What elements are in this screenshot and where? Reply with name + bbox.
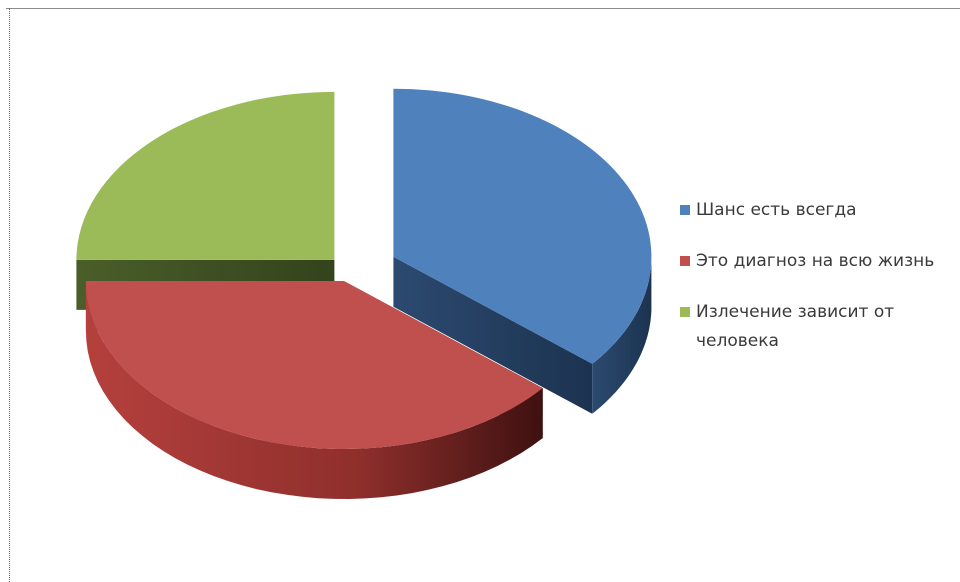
slice-2-top bbox=[76, 91, 335, 260]
frame-top-border bbox=[6, 8, 960, 9]
frame-left-border bbox=[9, 8, 10, 582]
slice-1-top bbox=[85, 281, 543, 450]
legend-swatch-1 bbox=[680, 256, 690, 266]
legend-item-1: Это диагноз на всю жизнь bbox=[680, 247, 950, 276]
legend-swatch-2 bbox=[680, 307, 690, 317]
legend-item-0: Шанс есть всегда bbox=[680, 196, 950, 225]
legend-item-2: Излечение зависит от человека bbox=[680, 298, 950, 356]
slice-0-outer-side bbox=[592, 256, 652, 414]
slice-0-radial-face-1 bbox=[393, 256, 593, 414]
legend: Шанс есть всегда Это диагноз на всю жизн… bbox=[680, 196, 950, 378]
slice-0-top bbox=[393, 88, 652, 364]
legend-label-2: Излечение зависит от человека bbox=[696, 302, 895, 351]
legend-label-0: Шанс есть всегда bbox=[696, 200, 857, 220]
slice-1-outer-side bbox=[85, 281, 543, 499]
legend-label-1: Это диагноз на всю жизнь bbox=[696, 251, 935, 271]
legend-swatch-0 bbox=[680, 205, 690, 215]
